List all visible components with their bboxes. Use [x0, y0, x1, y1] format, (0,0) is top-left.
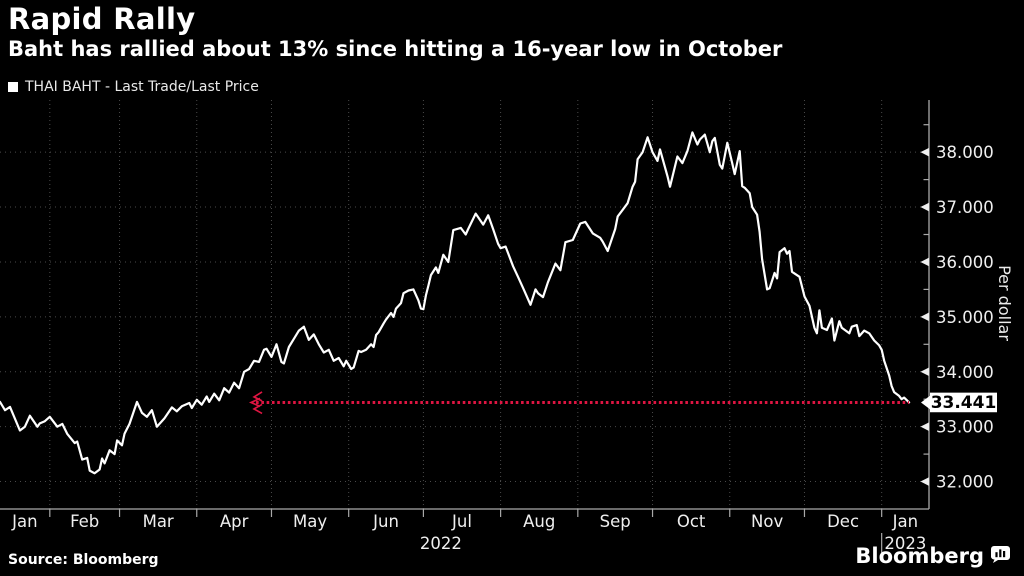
last-price-flag: 33.441 [921, 392, 997, 413]
legend-swatch-icon [8, 82, 18, 92]
svg-text:33.441: 33.441 [931, 393, 997, 413]
svg-text:Apr: Apr [220, 512, 249, 531]
y-axis-ticks: 38.000 37.000 36.000 35.000 34.000 33.000 32.0… [920, 124, 994, 492]
track-start-arrows-icon [248, 391, 263, 415]
svg-text:Jan: Jan [11, 512, 37, 531]
svg-text:2022: 2022 [420, 534, 462, 553]
y-axis-title: Per dollar [995, 265, 1014, 341]
svg-text:Sep: Sep [600, 512, 631, 531]
last-price-track [248, 391, 910, 415]
legend: THAI BAHT - Last Trade/Last Price [8, 79, 259, 95]
x-axis-ticks [49, 509, 883, 517]
page-subtitle: Baht has rallied about 13% since hitting… [8, 37, 783, 61]
svg-text:35.000: 35.000 [936, 308, 994, 327]
y-gridlines [0, 151, 929, 483]
source-note: Source: Bloomberg [8, 552, 159, 568]
svg-text:36.000: 36.000 [936, 253, 994, 272]
svg-text:37.000: 37.000 [936, 198, 994, 217]
svg-text:Aug: Aug [523, 512, 555, 531]
svg-text:May: May [293, 512, 327, 531]
price-line [0, 131, 911, 475]
month-labels: Jan Feb Mar Apr May Jun Jul Aug Sep Oct Nov Dec Jan [11, 512, 918, 531]
svg-text:2023: 2023 [884, 534, 926, 553]
svg-text:Oct: Oct [677, 512, 706, 531]
svg-text:Dec: Dec [827, 512, 859, 531]
svg-text:Nov: Nov [751, 512, 783, 531]
svg-text:32.000: 32.000 [936, 473, 994, 492]
svg-text:Jun: Jun [372, 512, 399, 531]
page-title: Rapid Rally [8, 2, 196, 36]
axes [0, 100, 930, 510]
year-labels: 2022 2023 [420, 533, 926, 554]
x-gridlines [49, 100, 883, 509]
bloomberg-wordmark: Bloomberg [855, 544, 984, 568]
svg-text:Mar: Mar [143, 512, 174, 531]
svg-text:34.000: 34.000 [936, 363, 994, 382]
bloomberg-logo: Bloomberg [855, 544, 1010, 568]
legend-label: THAI BAHT - Last Trade/Last Price [25, 79, 259, 95]
svg-text:38.000: 38.000 [936, 143, 994, 162]
svg-text:Feb: Feb [70, 512, 99, 531]
svg-text:Jan: Jan [892, 512, 918, 531]
svg-text:Jul: Jul [451, 512, 472, 531]
svg-text:33.000: 33.000 [936, 418, 994, 437]
bloomberg-bug-icon [991, 544, 1010, 568]
